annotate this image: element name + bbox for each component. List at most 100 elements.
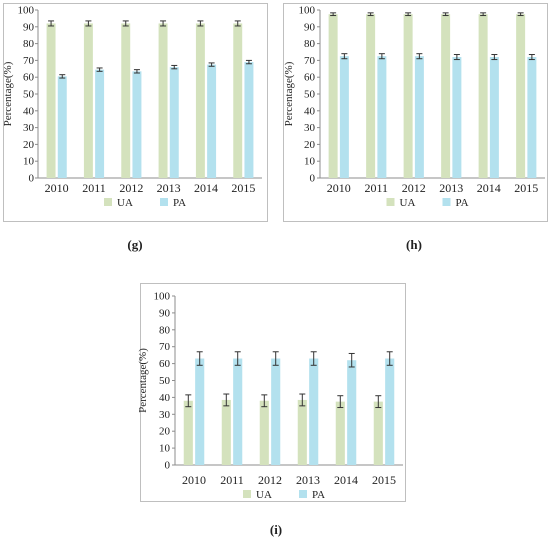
- y-tick-label: 20: [304, 139, 316, 151]
- legend-label-ua: UA: [117, 197, 133, 209]
- y-tick-label: 0: [310, 173, 316, 185]
- y-tick-label: 30: [23, 122, 35, 134]
- x-tick-label: 2011: [82, 181, 106, 195]
- x-tick-label: 2010: [182, 473, 206, 487]
- bar-ua: [328, 14, 338, 179]
- y-tick-label: 40: [23, 105, 35, 117]
- chart-frame: [140, 283, 406, 502]
- bar-pa: [95, 69, 105, 178]
- bar-pa: [527, 57, 537, 178]
- panel-label: (i): [270, 522, 282, 537]
- x-tick-label: 2015: [514, 181, 538, 195]
- bar-pa: [57, 76, 67, 178]
- y-tick-label: 60: [23, 72, 35, 84]
- bar-ua: [183, 400, 193, 465]
- y-tick-label: 80: [304, 38, 316, 50]
- bar-pa: [233, 358, 243, 465]
- bar-ua: [478, 14, 488, 179]
- bar-pa: [132, 71, 142, 178]
- x-tick-label: 2014: [334, 473, 358, 487]
- bar-pa: [452, 57, 462, 178]
- bar-ua: [373, 401, 383, 465]
- y-tick-label: 50: [159, 375, 171, 387]
- bar-pa: [207, 64, 217, 178]
- x-tick-label: 2014: [477, 181, 501, 195]
- x-tick-label: 2010: [45, 181, 69, 195]
- y-tick-label: 30: [159, 409, 171, 421]
- bar-ua: [233, 23, 243, 178]
- y-tick-label: 80: [159, 324, 171, 336]
- x-tick-label: 2011: [220, 473, 244, 487]
- y-tick-label: 100: [154, 291, 171, 303]
- bar-pa: [385, 358, 395, 465]
- y-tick-label: 40: [159, 392, 171, 404]
- x-tick-label: 2012: [258, 473, 282, 487]
- y-tick-label: 30: [304, 122, 316, 134]
- y-tick-label: 70: [304, 55, 316, 67]
- panel-label: (g): [127, 237, 142, 252]
- bar-pa: [271, 358, 281, 465]
- y-tick-label: 10: [304, 156, 316, 168]
- bar-pa: [169, 67, 179, 178]
- legend-swatch-pa: [299, 490, 307, 498]
- bar-pa: [377, 56, 387, 179]
- bar-ua: [297, 399, 307, 465]
- bar-pa: [489, 57, 499, 178]
- bar-ua: [516, 14, 526, 179]
- y-tick-label: 50: [23, 89, 35, 101]
- bar-ua: [221, 399, 231, 465]
- y-tick-label: 90: [23, 21, 35, 33]
- bar-ua: [259, 400, 269, 465]
- bar-pa: [244, 62, 254, 178]
- chart-frame: [3, 3, 268, 222]
- legend-label-pa: PA: [173, 197, 186, 209]
- x-tick-label: 2013: [439, 181, 463, 195]
- y-tick-label: 0: [29, 173, 35, 185]
- chart-panel: 0 10 20 30 40 50 60 70 80 90 100 Percentage(%) 2010 2…: [2, 3, 268, 222]
- x-tick-label: 2012: [119, 181, 143, 195]
- bar-pa: [414, 56, 424, 179]
- x-tick-label: 2010: [327, 181, 351, 195]
- legend-swatch-ua: [104, 198, 112, 206]
- bar-pa: [347, 360, 357, 465]
- y-tick-label: 60: [304, 72, 316, 84]
- y-tick-label: 0: [165, 460, 171, 472]
- y-tick-label: 60: [159, 358, 171, 370]
- y-tick-label: 10: [159, 443, 171, 455]
- chart-panel: 0 10 20 30 40 50 60 70 80 90 100 Percentage(%) 2010 2…: [137, 283, 406, 502]
- chart-frame: [283, 3, 548, 222]
- y-tick-label: 100: [18, 5, 35, 17]
- y-tick-label: 70: [159, 341, 171, 353]
- y-axis-label: Percentage(%): [283, 61, 295, 126]
- x-tick-label: 2014: [194, 181, 218, 195]
- chart-panel: 0 10 20 30 40 50 60 70 80 90 100 Percentage(%) 2010 2…: [283, 3, 548, 222]
- y-tick-label: 50: [304, 89, 316, 101]
- bar-ua: [83, 23, 93, 178]
- y-tick-label: 70: [23, 55, 35, 67]
- legend-label-ua: UA: [400, 197, 416, 209]
- y-axis-label: Percentage(%): [137, 348, 149, 413]
- bar-pa: [195, 358, 205, 465]
- bar-ua: [441, 14, 451, 179]
- legend-label-pa: PA: [312, 489, 325, 501]
- y-tick-label: 10: [23, 156, 35, 168]
- bar-ua: [403, 14, 413, 179]
- y-axis-label: Percentage(%): [2, 61, 14, 126]
- bar-ua: [366, 14, 376, 179]
- legend-swatch-ua: [243, 490, 251, 498]
- panel-label: (h): [406, 237, 422, 252]
- bar-ua: [335, 401, 345, 465]
- bar-ua: [158, 23, 168, 178]
- bar-pa: [309, 358, 319, 465]
- y-tick-label: 90: [304, 21, 316, 33]
- y-tick-label: 100: [299, 5, 316, 17]
- legend-label-ua: UA: [256, 489, 272, 501]
- legend-label-pa: PA: [456, 197, 469, 209]
- x-tick-label: 2015: [372, 473, 396, 487]
- x-tick-label: 2013: [296, 473, 320, 487]
- x-tick-label: 2015: [231, 181, 255, 195]
- bar-ua: [46, 23, 56, 178]
- y-tick-label: 40: [304, 105, 316, 117]
- bar-pa: [339, 56, 349, 179]
